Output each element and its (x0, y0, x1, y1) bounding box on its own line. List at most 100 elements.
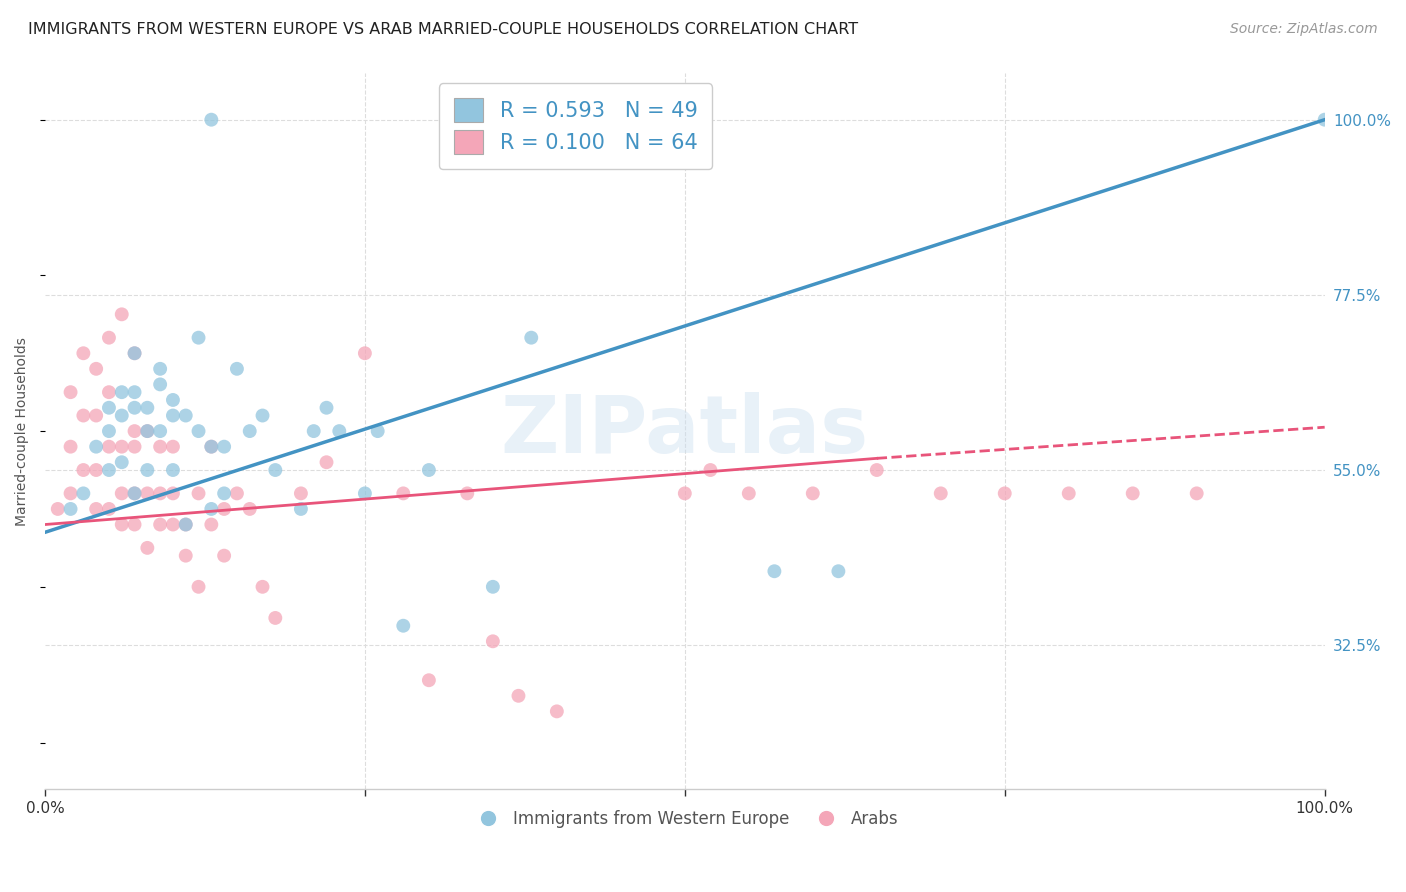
Point (162, 392, 184, 407)
Text: Source: ZipAtlas.com: Source: ZipAtlas.com (1230, 22, 1378, 37)
Point (392, 618, 415, 632)
Point (187, 486, 209, 500)
Point (136, 424, 159, 438)
Point (546, 704, 568, 718)
Point (136, 424, 159, 438)
Point (97, 401, 120, 415)
Point (149, 424, 172, 438)
Point (392, 486, 415, 500)
Point (84, 440, 107, 454)
Legend: Immigrants from Western Europe, Arabs: Immigrants from Western Europe, Arabs (464, 804, 905, 835)
Point (456, 486, 478, 500)
Point (97, 385, 120, 400)
Point (72, 346, 94, 360)
Point (994, 486, 1017, 500)
Point (508, 689, 530, 703)
Point (226, 486, 249, 500)
Point (162, 440, 184, 454)
Point (1313, 112, 1336, 127)
Point (149, 377, 172, 392)
Point (111, 385, 134, 400)
Point (264, 463, 287, 477)
Point (367, 424, 389, 438)
Point (59, 502, 82, 516)
Point (290, 502, 312, 516)
Text: IMMIGRANTS FROM WESTERN EUROPE VS ARAB MARRIED-COUPLE HOUSEHOLDS CORRELATION CHA: IMMIGRANTS FROM WESTERN EUROPE VS ARAB M… (28, 22, 858, 37)
Point (136, 486, 159, 500)
Point (212, 502, 235, 516)
Point (97, 502, 120, 516)
Point (111, 307, 134, 321)
Point (699, 463, 721, 477)
Point (162, 409, 184, 423)
Point (111, 409, 134, 423)
Point (174, 549, 197, 563)
Point (200, 517, 222, 532)
Point (866, 463, 889, 477)
Point (200, 112, 222, 127)
Point (111, 455, 134, 469)
Point (929, 486, 952, 500)
Point (468, 112, 491, 127)
Point (1057, 486, 1080, 500)
Point (482, 634, 505, 648)
Text: ZIPatlas: ZIPatlas (501, 392, 869, 470)
Point (124, 440, 146, 454)
Point (418, 463, 440, 477)
Point (1185, 486, 1208, 500)
Point (200, 502, 222, 516)
Point (46, 502, 69, 516)
Point (354, 346, 377, 360)
Point (124, 346, 146, 360)
Y-axis label: Married-couple Households: Married-couple Households (15, 336, 30, 525)
Point (59, 440, 82, 454)
Point (72, 409, 94, 423)
Point (124, 346, 146, 360)
Point (174, 517, 197, 532)
Point (354, 486, 377, 500)
Point (111, 517, 134, 532)
Point (482, 580, 505, 594)
Point (84, 361, 107, 376)
Point (149, 361, 172, 376)
Point (111, 486, 134, 500)
Point (290, 486, 312, 500)
Point (149, 440, 172, 454)
Point (187, 424, 209, 438)
Point (200, 440, 222, 454)
Point (174, 517, 197, 532)
Point (124, 424, 146, 438)
Point (174, 409, 197, 423)
Point (738, 486, 761, 500)
Point (212, 440, 235, 454)
Point (84, 463, 107, 477)
Point (264, 611, 287, 625)
Point (84, 502, 107, 516)
Point (97, 331, 120, 345)
Point (136, 401, 159, 415)
Point (162, 463, 184, 477)
Point (124, 517, 146, 532)
Point (136, 541, 159, 555)
Point (97, 440, 120, 454)
Point (315, 455, 337, 469)
Point (200, 440, 222, 454)
Point (149, 517, 172, 532)
Point (136, 463, 159, 477)
Point (418, 673, 440, 688)
Point (149, 486, 172, 500)
Point (162, 517, 184, 532)
Point (252, 409, 274, 423)
Point (801, 486, 824, 500)
Point (72, 463, 94, 477)
Point (315, 401, 337, 415)
Point (84, 409, 107, 423)
Point (239, 502, 262, 516)
Point (520, 331, 543, 345)
Point (97, 463, 120, 477)
Point (302, 424, 325, 438)
Point (97, 424, 120, 438)
Point (212, 486, 235, 500)
Point (239, 424, 262, 438)
Point (252, 580, 274, 594)
